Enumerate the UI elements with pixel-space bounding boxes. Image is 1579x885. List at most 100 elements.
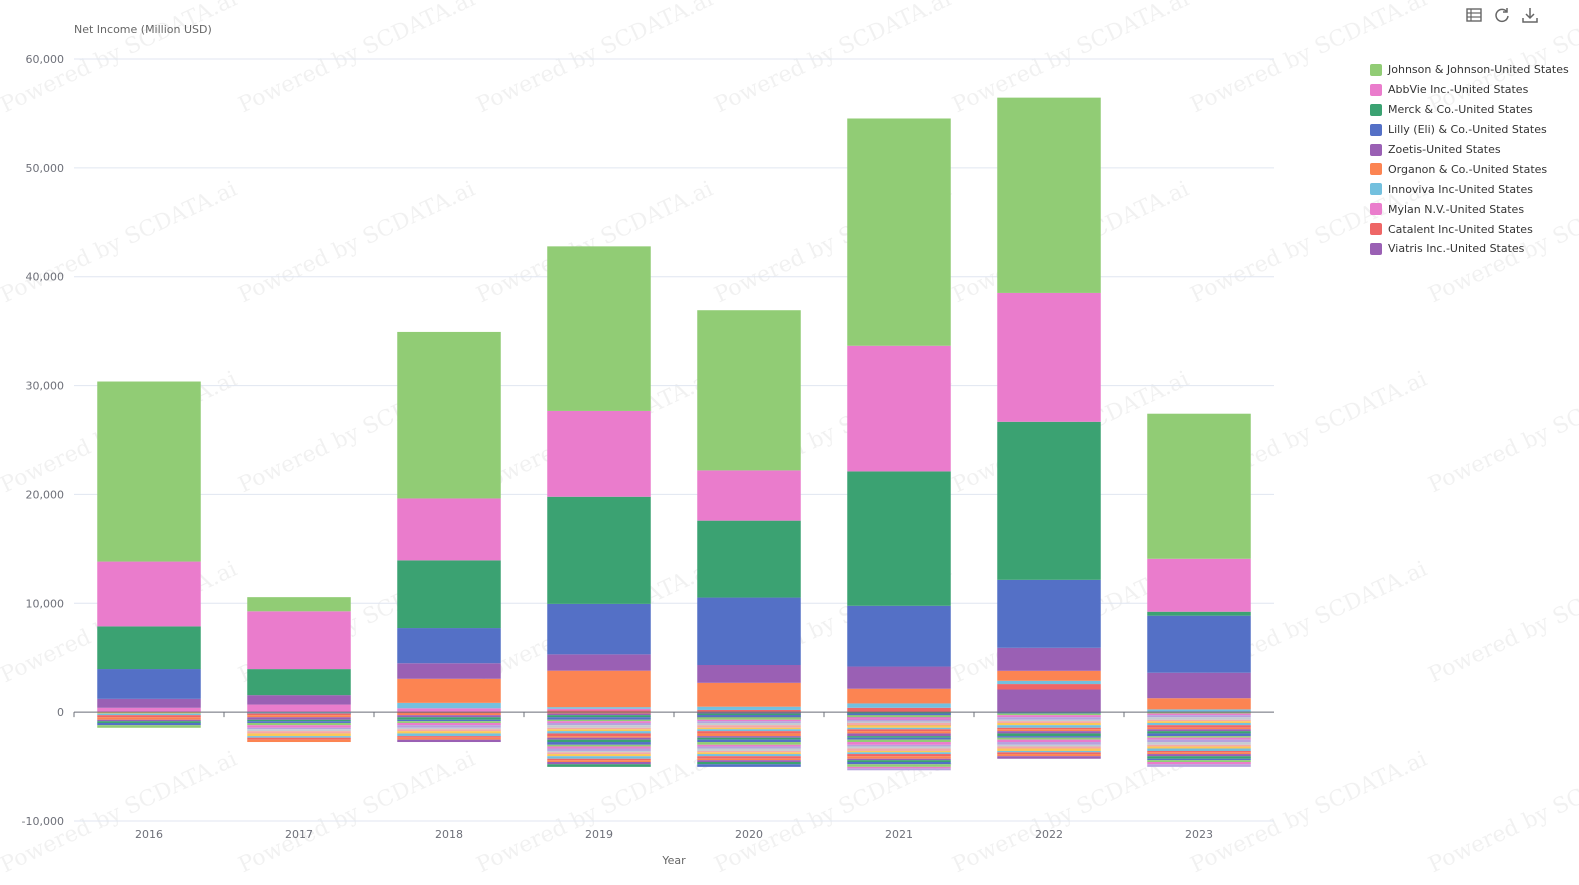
bar-segment[interactable]	[397, 708, 501, 713]
bar-segment-minor	[1147, 721, 1251, 723]
bar-segment[interactable]	[97, 698, 201, 708]
legend-item[interactable]: Lilly (Eli) & Co.-United States	[1370, 120, 1569, 140]
bar-segment[interactable]	[397, 498, 501, 561]
bar-segment[interactable]	[397, 678, 501, 703]
legend-item[interactable]: Organon & Co.-United States	[1370, 159, 1569, 179]
bar-segment[interactable]	[847, 118, 951, 346]
bar-segment[interactable]	[847, 707, 951, 713]
chart-legend: Johnson & Johnson-United States AbbVie In…	[1370, 60, 1569, 259]
legend-item[interactable]: Johnson & Johnson-United States	[1370, 60, 1569, 80]
x-tick-label: 2023	[1185, 828, 1213, 841]
bar-segment[interactable]	[97, 381, 201, 562]
bar-segment-minor	[547, 713, 651, 716]
x-axis-title: Year	[661, 854, 686, 867]
bar-segment[interactable]	[97, 561, 201, 627]
bar-segment[interactable]	[997, 647, 1101, 671]
bar-segment[interactable]	[247, 611, 351, 670]
bar-segment[interactable]	[247, 597, 351, 612]
bar-segment[interactable]	[1147, 558, 1251, 612]
bar-segment[interactable]	[397, 560, 501, 629]
bar-segment-minor	[247, 719, 351, 722]
bar-segment[interactable]	[547, 246, 651, 411]
bar-segment[interactable]	[547, 654, 651, 671]
legend-item[interactable]: AbbVie Inc.-United States	[1370, 80, 1569, 100]
refresh-icon[interactable]	[1493, 6, 1511, 24]
legend-swatch	[1370, 63, 1382, 76]
bar-segment[interactable]	[997, 579, 1101, 648]
legend-item[interactable]: Mylan N.V.-United States	[1370, 199, 1569, 219]
bar-segment[interactable]	[997, 684, 1101, 690]
bar-segment[interactable]	[847, 666, 951, 689]
bar-segment-minor	[847, 756, 951, 759]
bar-segment[interactable]	[847, 688, 951, 704]
bar-segment[interactable]	[847, 345, 951, 472]
legend-label: Johnson & Johnson-United States	[1388, 63, 1569, 77]
bar-segment[interactable]	[547, 410, 651, 497]
bar-segment-minor	[247, 722, 351, 726]
bar-segment[interactable]	[97, 669, 201, 699]
bar-segment[interactable]	[997, 680, 1101, 685]
bar-segment[interactable]	[697, 706, 801, 710]
bar-segment[interactable]	[247, 704, 351, 713]
bar-segment-minor	[397, 715, 501, 718]
bar-segment[interactable]	[697, 520, 801, 598]
bar-segment-minor	[847, 748, 951, 751]
bar-segment[interactable]	[697, 709, 801, 713]
bar-segment[interactable]	[997, 421, 1101, 580]
bar-segment[interactable]	[397, 663, 501, 679]
legend-item[interactable]: Merck & Co.-United States	[1370, 100, 1569, 120]
bar-segment[interactable]	[1147, 698, 1251, 710]
bar-segment[interactable]	[1147, 413, 1251, 559]
bar-segment[interactable]	[1147, 709, 1251, 712]
bar-segment[interactable]	[847, 605, 951, 667]
legend-item[interactable]: Catalent Inc-United States	[1370, 219, 1569, 239]
bar-segment-minor	[1147, 736, 1251, 738]
bar-segment-minor	[997, 717, 1101, 720]
bar-segment-minor	[997, 748, 1101, 751]
legend-item[interactable]: Zoetis-United States	[1370, 140, 1569, 160]
legend-item[interactable]: Viatris Inc.-United States	[1370, 239, 1569, 259]
bar-segment[interactable]	[697, 597, 801, 665]
bar-segment[interactable]	[547, 496, 651, 604]
legend-item[interactable]: Innoviva Inc-United States	[1370, 179, 1569, 199]
bar-segment[interactable]	[697, 682, 801, 707]
bar-segment[interactable]	[997, 292, 1101, 422]
bar-segment[interactable]	[547, 710, 651, 713]
bar-segment-minor	[697, 746, 801, 749]
bar-segment-minor	[847, 737, 951, 740]
bar-segment[interactable]	[697, 310, 801, 471]
bar-segment[interactable]	[847, 703, 951, 708]
bar-segment[interactable]	[247, 669, 351, 696]
bar-segment-minor	[1147, 756, 1251, 759]
bar-segment-minor	[697, 756, 801, 759]
bar-segment-minor	[847, 727, 951, 730]
bar-segment[interactable]	[697, 664, 801, 683]
bar-segment[interactable]	[1147, 672, 1251, 699]
legend-swatch	[1370, 242, 1382, 255]
bar-segment[interactable]	[547, 603, 651, 655]
bar-segment-minor	[697, 717, 801, 720]
bar-segment-minor	[1147, 752, 1251, 755]
download-icon[interactable]	[1521, 6, 1539, 24]
bar-segment-minor	[997, 727, 1101, 730]
bar-segment[interactable]	[547, 707, 651, 709]
bar-segment[interactable]	[97, 707, 201, 713]
bar-segment-minor	[547, 715, 651, 718]
bar-segment[interactable]	[997, 689, 1101, 713]
table-icon[interactable]	[1465, 6, 1483, 24]
bar-segment[interactable]	[697, 470, 801, 521]
bar-segment[interactable]	[847, 471, 951, 606]
x-tick-label: 2019	[585, 828, 613, 841]
bar-segment[interactable]	[397, 628, 501, 664]
bar-segment[interactable]	[247, 695, 351, 705]
bar-segment[interactable]	[547, 670, 651, 708]
bar-segment[interactable]	[1147, 611, 1251, 616]
bar-segment[interactable]	[997, 670, 1101, 681]
bar-segment[interactable]	[1147, 615, 1251, 673]
bar-segment[interactable]	[397, 702, 501, 709]
bar-segment[interactable]	[397, 331, 501, 499]
bar-segment[interactable]	[997, 97, 1101, 293]
bar-segment[interactable]	[97, 626, 201, 670]
bar-segment[interactable]	[547, 708, 651, 711]
bar-segment-minor	[1147, 725, 1251, 728]
